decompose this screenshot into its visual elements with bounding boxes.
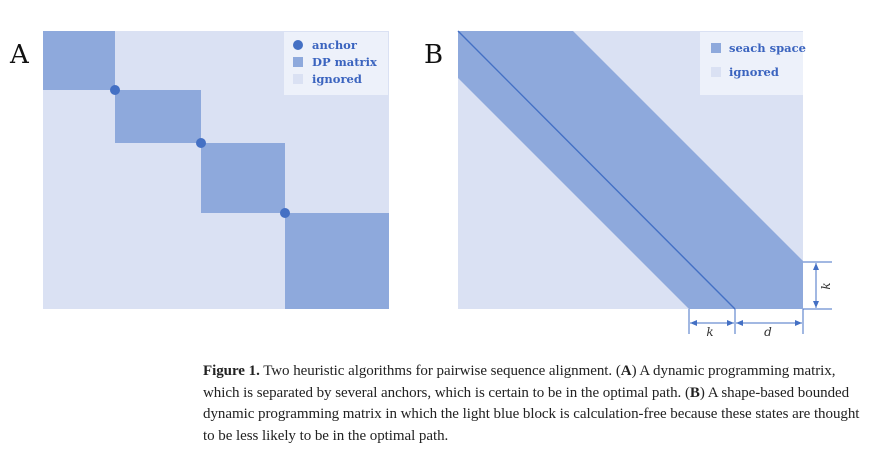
legend-anchor-label: anchor: [312, 38, 358, 52]
d-bottom-arrow-left: [736, 320, 743, 326]
legend-anchor-marker: [293, 40, 303, 50]
panel-b-legend: seach space ignored: [700, 32, 806, 95]
d-bottom-arrow-right: [795, 320, 802, 326]
k-right-label: k: [819, 282, 833, 289]
caption-text-2: ) A dynamic programming matrix, which is…: [203, 363, 836, 401]
figure-caption: Figure 1. Two heuristic algorithms for p…: [203, 361, 867, 447]
legend-dp-marker: [293, 57, 303, 67]
dp-block-1: [43, 31, 115, 90]
dp-block-4: [285, 213, 389, 309]
caption-ref-a: A: [620, 363, 632, 379]
legend-ignored-label: ignored: [312, 72, 362, 86]
legend-ignored-marker: [293, 74, 303, 84]
dp-block-3: [201, 143, 285, 213]
panel-a-label: A: [9, 40, 30, 70]
k-right-arrow-bottom: [813, 301, 819, 308]
legend-search-space-label: seach space: [729, 41, 806, 55]
legend-search-space-marker: [711, 43, 721, 53]
legend-b-ignored-marker: [711, 67, 721, 77]
dimension-annotations: [688, 261, 832, 334]
panel-b-label: B: [424, 40, 443, 70]
anchor-1: [110, 85, 120, 95]
anchor-2: [196, 138, 206, 148]
caption-text-3: ) A shape-based bounded dynamic programm…: [203, 384, 860, 444]
dp-block-2: [115, 90, 201, 143]
search-space-band: [458, 31, 803, 309]
legend-b-ignored-label: ignored: [729, 65, 779, 79]
panel-a-legend: anchor DP matrix ignored: [284, 32, 388, 95]
k-bottom-label: k: [706, 325, 713, 339]
caption-text-1: Two heuristic algorithms for pairwise se…: [259, 363, 621, 379]
legend-dp-label: DP matrix: [312, 55, 377, 69]
diagonal-path: [457, 30, 736, 310]
k-bottom-arrow-right: [727, 320, 734, 326]
d-bottom-label: d: [764, 325, 772, 339]
k-bottom-arrow-left: [690, 320, 697, 326]
anchor-3: [280, 208, 290, 218]
figure-label: Figure 1.: [203, 363, 260, 379]
caption-ref-b: B: [689, 384, 700, 401]
panel-b-legend-box: [700, 32, 803, 95]
k-right-arrow-top: [813, 263, 819, 270]
